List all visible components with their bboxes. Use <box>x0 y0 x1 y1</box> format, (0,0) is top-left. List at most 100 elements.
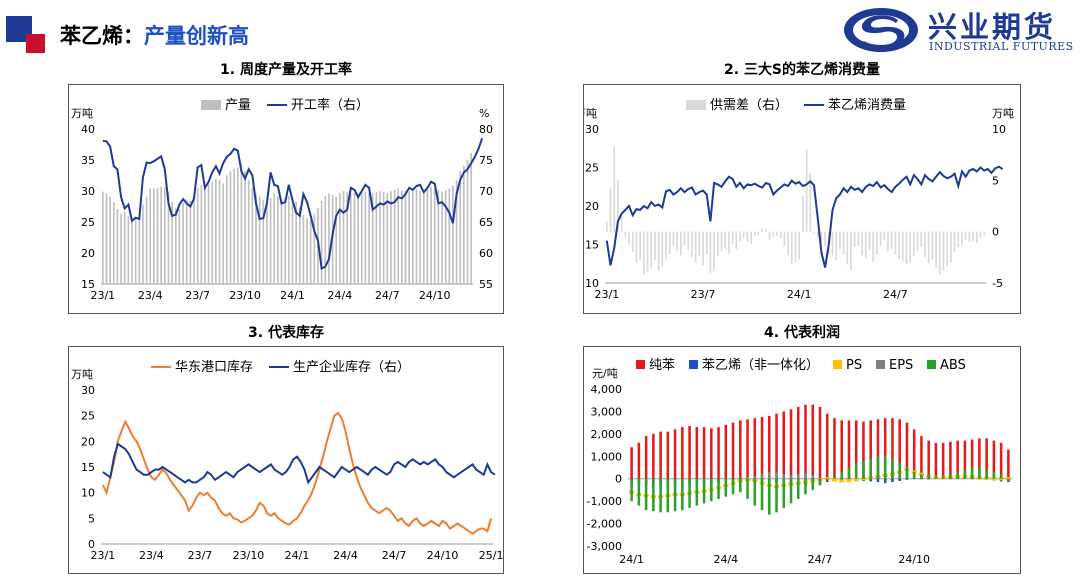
c4-bar-s4 <box>956 472 959 479</box>
c2-bar-s0 <box>724 232 726 249</box>
c1-bar-s0 <box>394 190 396 284</box>
c4-bar-s4 <box>717 479 720 499</box>
c4-bar-s1 <box>898 479 901 481</box>
chart1-title: 1. 周度产量及开工率 <box>68 59 504 79</box>
c2-bar-s0 <box>665 232 667 260</box>
c1-bar-s0 <box>273 193 275 284</box>
c1-bar-s0 <box>106 193 108 284</box>
c1-bar-s0 <box>470 153 472 284</box>
c4-bar-s0 <box>819 407 822 479</box>
c4-bar-s4 <box>746 479 749 499</box>
c2-bar-s0 <box>684 232 686 245</box>
c2-bar-s0 <box>961 232 963 245</box>
c1-ytick: 40 <box>81 123 95 136</box>
c4-legend-label: ABS <box>940 358 966 373</box>
c1-bar-s0 <box>226 176 228 285</box>
c4-bar-s0 <box>942 443 945 479</box>
c4-bar-s0 <box>804 405 807 479</box>
c1-xtick: 24/1 <box>280 289 305 302</box>
c2-ytick: 25 <box>585 162 599 175</box>
c1-bar-s0 <box>368 193 370 284</box>
c1-bar-s0 <box>149 189 151 284</box>
c1-bar-s0 <box>459 171 461 284</box>
c4-bar-s4 <box>819 479 822 486</box>
c2-bar-s0 <box>758 232 760 235</box>
c2-bar-s0 <box>939 232 941 275</box>
c1-ytick-right: 70 <box>479 185 493 198</box>
c4-bar-s0 <box>746 419 749 478</box>
c3-ytick: 30 <box>81 384 95 397</box>
c4-bar-s4 <box>978 468 981 479</box>
c2-bar-s0 <box>902 232 904 262</box>
c4-bar-s4 <box>971 468 974 479</box>
c1-bar-s0 <box>321 201 323 284</box>
c4-bar-s0 <box>725 425 728 479</box>
c2-ytick: 30 <box>585 123 599 136</box>
c4-bar-s4 <box>942 476 945 478</box>
c1-bar-s0 <box>219 180 221 284</box>
c1-ytick: 35 <box>81 154 95 167</box>
c4-bar-s0 <box>754 418 757 479</box>
c1-xtick: 23/10 <box>229 289 261 302</box>
c1-bar-s0 <box>113 202 115 284</box>
c4-bar-s4 <box>927 474 930 478</box>
c4-bar-s4 <box>645 479 648 510</box>
c4-bar-s4 <box>688 479 691 508</box>
c4-bar-s4 <box>993 472 996 479</box>
c1-bar-s0 <box>237 167 239 284</box>
c4-ytick: 3,000 <box>591 405 623 418</box>
c3-legend-label: 华东港口库存 <box>175 359 253 375</box>
c3-ytick: 5 <box>88 512 95 525</box>
chart4-svg: 元/吨-3,000-2,000-1,00001,0002,0003,0004,0… <box>584 347 1020 573</box>
c2-bar-s0 <box>687 232 689 250</box>
c1-bar-s0 <box>197 188 199 284</box>
c2-bar-s0 <box>791 232 793 265</box>
c2-bar-s0 <box>706 232 708 255</box>
c1-bar-s0 <box>190 201 192 284</box>
c2-bar-s0 <box>606 221 608 231</box>
c4-bar-s4 <box>826 479 829 481</box>
c4-bar-s4 <box>667 479 670 513</box>
c1-xtick: 23/1 <box>90 289 115 302</box>
c2-bar-s0 <box>743 232 745 238</box>
c4-ytick: -3,000 <box>587 540 622 553</box>
c1-bar-s0 <box>430 187 432 284</box>
c2-bar-s0 <box>913 232 915 257</box>
c2-bar-s0 <box>887 232 889 252</box>
c1-bar-s0 <box>277 196 279 284</box>
c4-mark-s2 <box>832 478 837 481</box>
c4-ytick: 1,000 <box>591 450 623 463</box>
c2-bar-s0 <box>817 232 819 238</box>
chart2-title: 2. 三大S的苯乙烯消费量 <box>583 59 1021 79</box>
c4-bar-s3 <box>811 475 814 478</box>
c4-bar-s1 <box>884 479 887 483</box>
c4-bar-s3 <box>783 474 786 478</box>
c2-bar-s0 <box>750 232 752 244</box>
c4-bar-s4 <box>898 463 901 479</box>
c2-bar-s0 <box>650 232 652 268</box>
c4-left-unit: 元/吨 <box>592 367 618 380</box>
c2-legend-label: 供需差（右） <box>710 98 788 113</box>
c4-bar-s4 <box>630 479 633 501</box>
c4-bar-s0 <box>775 414 778 479</box>
c4-bar-s0 <box>1000 443 1003 479</box>
c2-bar-s0 <box>813 232 815 234</box>
c4-bar-s4 <box>1007 479 1010 481</box>
c1-bar-s0 <box>157 188 159 284</box>
c2-bar-s0 <box>795 232 797 263</box>
c4-bar-s0 <box>790 409 793 479</box>
chart3-title: 3. 代表库存 <box>68 322 504 342</box>
c1-bar-s0 <box>193 199 195 284</box>
c4-bar-s0 <box>667 432 670 479</box>
c2-bar-s0 <box>946 232 948 267</box>
c4-bar-s4 <box>652 479 655 512</box>
c2-bar-s0 <box>636 232 638 263</box>
page-title-accent: 产量创新高 <box>144 24 249 48</box>
c2-bar-s0 <box>846 232 848 265</box>
c3-xtick: 24/4 <box>333 549 358 562</box>
c1-bar-s0 <box>463 166 465 284</box>
c1-xtick: 24/4 <box>328 289 353 302</box>
c2-left-unit: 万吨 <box>584 107 597 120</box>
c1-bar-s0 <box>390 191 392 284</box>
